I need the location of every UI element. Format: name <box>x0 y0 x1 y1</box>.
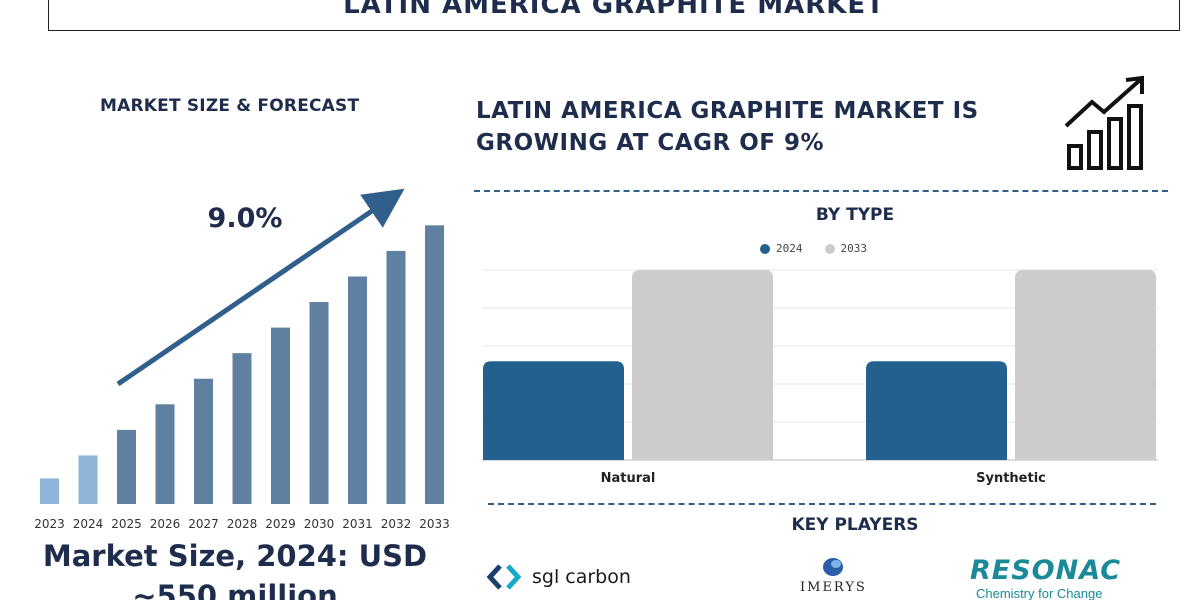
legend-label-2024: 2024 <box>776 242 803 255</box>
type-bar-natural-2024 <box>483 361 624 460</box>
cagr-headline: LATIN AMERICA GRAPHITE MARKET IS GROWING… <box>476 98 979 156</box>
by-type-legend: 2024 2033 <box>760 242 867 255</box>
key-players-row: sgl carbon IMERYS RESONAC Chemistry for … <box>0 552 1200 600</box>
forecast-bar-2031 <box>348 276 367 504</box>
sgl-logo-icon <box>486 564 522 590</box>
forecast-bar-2030 <box>309 302 329 504</box>
legend-swatch-2033 <box>824 243 835 254</box>
legend-swatch-2024 <box>760 243 770 254</box>
forecast-year-label: 2023 <box>34 517 65 531</box>
forecast-year-label: 2029 <box>265 517 296 531</box>
forecast-year-label: 2025 <box>111 517 142 531</box>
by-type-chart: Natural Synthetic <box>482 269 1158 486</box>
forecast-bar-2023 <box>40 478 59 504</box>
forecast-bar-2033 <box>425 225 444 505</box>
sgl-carbon-name: sgl carbon <box>532 566 631 588</box>
forecast-bar-2026 <box>155 404 175 504</box>
market-size-text: Market Size, 2024: USD ~550 million <box>42 539 428 600</box>
key-players-label: KEY PLAYERS <box>791 515 919 535</box>
resonac-logo: RESONAC Chemistry for Change <box>970 556 1121 600</box>
type-category-label: Synthetic <box>976 471 1046 486</box>
forecast-bar-2028 <box>232 353 252 504</box>
forecast-year-label: 2031 <box>342 517 373 531</box>
forecast-year-label: 2030 <box>304 517 335 531</box>
forecast-bar-2029 <box>271 327 290 504</box>
imerys-logo: IMERYS <box>800 556 867 595</box>
market-size-heading: MARKET SIZE & FORECAST <box>100 96 360 116</box>
resonac-tagline: Chemistry for Change <box>976 586 1103 600</box>
growth-trend-icon <box>1064 75 1144 170</box>
type-bar-synthetic-2033 <box>1015 270 1156 460</box>
resonac-name: RESONAC <box>970 555 1122 586</box>
forecast-year-label: 2028 <box>227 517 258 531</box>
imerys-name: IMERYS <box>800 580 867 595</box>
type-bar-synthetic-2024 <box>866 361 1007 460</box>
forecast-year-label: 2027 <box>188 517 219 531</box>
forecast-bar-2032 <box>386 250 406 504</box>
forecast-year-label: 2032 <box>381 517 412 531</box>
forecast-bar-2025 <box>117 429 136 504</box>
sgl-carbon-logo: sgl carbon <box>486 564 631 590</box>
divider-bottom <box>488 503 1156 505</box>
cagr-label: 9.0% <box>208 203 283 234</box>
forecast-year-label: 2024 <box>73 517 104 531</box>
by-type-label: BY TYPE <box>815 205 895 225</box>
page-title: LATIN AMERICA GRAPHITE MARKET <box>343 0 885 20</box>
legend-item-2033: 2033 <box>824 242 868 255</box>
title-banner: LATIN AMERICA GRAPHITE MARKET <box>48 0 1180 31</box>
cagr-arrow <box>116 188 405 387</box>
imerys-logo-icon <box>823 558 844 576</box>
divider-top <box>474 190 1168 192</box>
forecast-year-label: 2033 <box>419 517 450 531</box>
legend-label-2033: 2033 <box>840 242 868 255</box>
forecast-bar-2024 <box>78 455 98 504</box>
type-bar-natural-2033 <box>632 270 773 460</box>
type-category-label: Natural <box>601 471 656 486</box>
forecast-year-label: 2026 <box>150 517 181 531</box>
legend-item-2024: 2024 <box>760 242 803 255</box>
market-forecast-chart: 2023 2024 2025 2026 2027 2028 2029 2030 2031 2032… <box>34 188 450 531</box>
forecast-bar-2027 <box>194 378 213 504</box>
